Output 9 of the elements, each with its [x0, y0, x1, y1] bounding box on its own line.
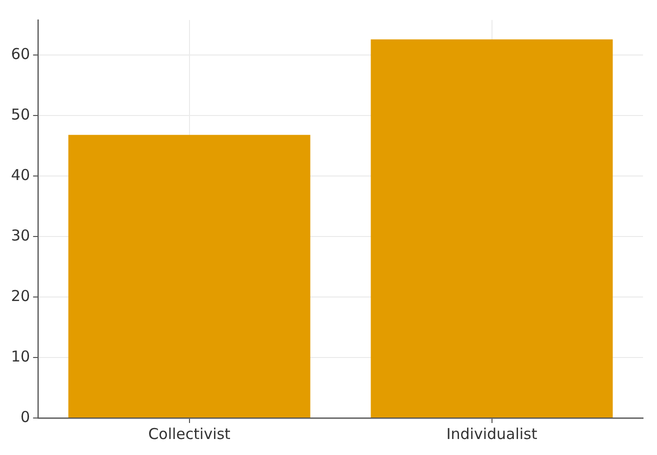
y-tick-label: 20 — [10, 286, 30, 305]
x-tick-label: Collectivist — [148, 424, 231, 443]
y-tick-label: 40 — [10, 166, 30, 184]
x-tick-label: Individualist — [446, 424, 538, 443]
y-tick-label: 30 — [10, 226, 30, 244]
y-tick-label: 50 — [10, 105, 30, 124]
y-tick-label: 10 — [10, 347, 30, 366]
y-tick-label: 60 — [10, 44, 30, 63]
y-tick-label: 0 — [20, 408, 30, 426]
